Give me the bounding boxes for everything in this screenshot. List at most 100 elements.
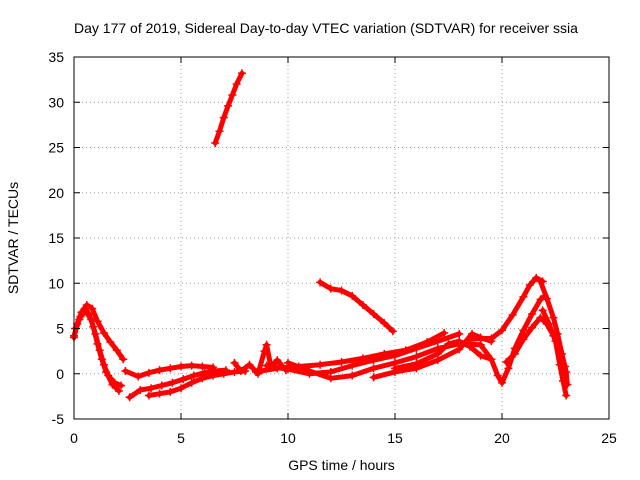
axis-ticks: 0 5 10 15 20 25 -5 0 5 10 15 20 25 30 35 (48, 49, 617, 446)
data-point (498, 326, 506, 335)
data-point (487, 334, 496, 343)
data-point (273, 356, 282, 365)
data-point (532, 273, 541, 282)
series-line (72, 308, 124, 388)
x-tick-label: 15 (387, 430, 403, 446)
data-point (476, 351, 485, 360)
y-tick-label: -5 (52, 411, 65, 427)
data-point (88, 304, 97, 313)
data-point (326, 284, 335, 293)
data-point (316, 360, 325, 369)
data-point (228, 91, 237, 100)
data-point (510, 349, 519, 358)
data-point (187, 378, 196, 387)
data-point (177, 384, 185, 393)
x-axis-label: GPS time / hours (288, 457, 395, 473)
data-point (251, 367, 260, 376)
data-point (412, 344, 421, 353)
data-point (144, 391, 153, 400)
data-point (155, 389, 164, 398)
y-tick-label: 35 (48, 49, 64, 65)
data-point (412, 359, 421, 368)
y-tick-label: 20 (48, 185, 64, 201)
x-tick-label: 20 (494, 430, 510, 446)
y-tick-label: 30 (48, 94, 64, 110)
data-point (348, 361, 357, 370)
data-point (179, 375, 188, 384)
series-steep-segment (211, 69, 246, 147)
data-point (536, 295, 545, 304)
data-point (155, 366, 164, 375)
data-point (444, 339, 453, 348)
data-point (230, 358, 239, 367)
data-point (369, 364, 378, 373)
data-series (70, 69, 572, 402)
data-point (508, 310, 517, 319)
data-point (455, 329, 464, 338)
data-point (465, 342, 474, 351)
x-tick-label: 0 (70, 430, 78, 446)
data-point (95, 346, 104, 355)
data-point (562, 391, 571, 400)
data-point (369, 356, 378, 365)
data-point (561, 362, 570, 371)
data-point (236, 367, 245, 376)
data-point (189, 371, 198, 380)
data-point (388, 327, 397, 336)
x-tick-label: 10 (280, 430, 296, 446)
data-point (455, 345, 464, 354)
series-line (146, 368, 248, 398)
data-point (245, 360, 254, 369)
data-point (519, 326, 528, 335)
series-early-spike-3 (71, 307, 126, 390)
data-point (555, 347, 564, 356)
data-point (316, 278, 325, 287)
data-point (157, 381, 166, 390)
data-point (369, 310, 378, 319)
data-point (337, 357, 346, 366)
data-point (121, 367, 130, 376)
y-tick-label: 5 (56, 321, 64, 337)
data-point (219, 113, 228, 122)
data-point (166, 364, 175, 373)
data-point (209, 371, 218, 380)
data-point (76, 312, 85, 321)
data-point (134, 372, 143, 381)
data-point (114, 386, 123, 395)
data-point (380, 319, 389, 328)
data-point (558, 376, 567, 385)
series-line (392, 338, 494, 371)
y-tick-label: 0 (56, 366, 64, 382)
series-evening-drop-c (502, 313, 570, 371)
data-point (527, 310, 536, 319)
data-point (237, 69, 246, 78)
series-evening-rise (465, 273, 547, 344)
data-point (542, 319, 551, 328)
y-tick-label: 15 (48, 230, 64, 246)
data-point (147, 384, 156, 393)
data-point (166, 387, 175, 396)
data-point (119, 355, 128, 364)
series-morning-lowest (144, 367, 250, 400)
data-point (337, 286, 346, 295)
data-point (106, 338, 115, 347)
grid-lines (74, 57, 609, 419)
data-point (536, 313, 545, 322)
data-point (527, 323, 536, 332)
data-point (433, 337, 442, 346)
series-afternoon-decline (316, 278, 397, 336)
data-point (476, 340, 485, 349)
data-point (87, 315, 96, 324)
series-line (264, 331, 462, 377)
data-point (493, 371, 502, 380)
data-point (498, 378, 506, 387)
data-point (549, 313, 558, 322)
data-point (232, 80, 241, 89)
data-point (198, 362, 207, 371)
x-tick-label: 5 (177, 430, 185, 446)
y-axis-label: SDTVAR / TECUs (5, 182, 21, 294)
data-point (468, 329, 477, 338)
data-point (104, 371, 113, 380)
